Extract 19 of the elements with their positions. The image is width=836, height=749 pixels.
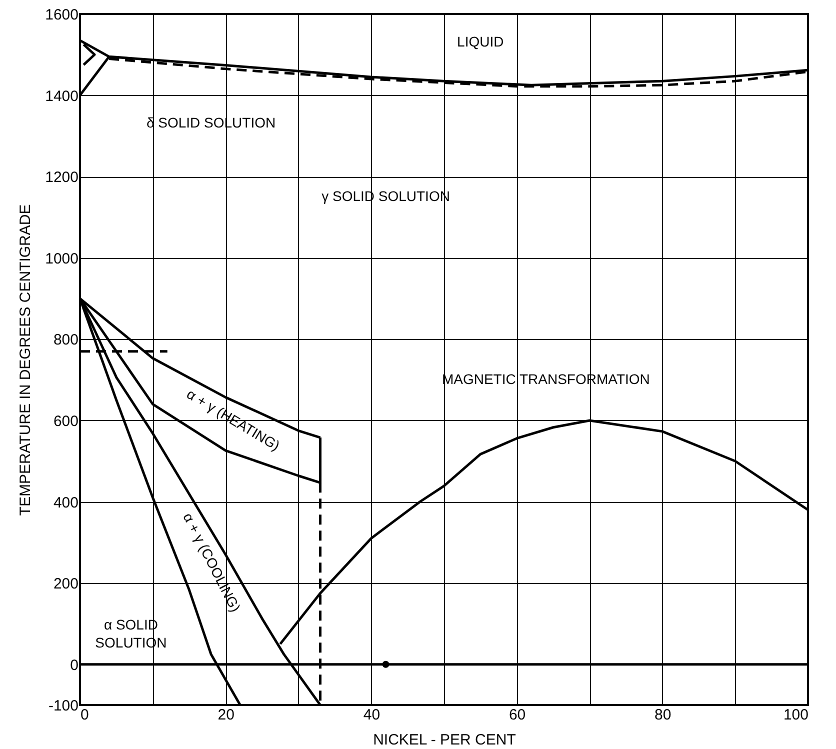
x-tick-label: 40	[363, 706, 380, 724]
x-tick-label: 60	[508, 706, 526, 724]
x-tick-label: 80	[654, 706, 672, 724]
y-tick-label: 200	[53, 576, 78, 593]
y-tick-label: 400	[53, 494, 78, 512]
y-axis-title: TEMPERATURE IN DEGREES CENTIGRADE	[17, 204, 34, 516]
annotation: LIQUID	[457, 33, 504, 50]
y-tick-label: 800	[53, 332, 78, 349]
y-tick-label: 1600	[45, 6, 78, 24]
x-tick-label: 20	[218, 706, 234, 724]
y-tick-label: -100	[48, 698, 78, 714]
x-tick-label: 0	[80, 706, 89, 724]
x-tick-label: 100	[783, 706, 808, 724]
y-tick-label: 1000	[45, 250, 78, 268]
y-tick-label: 600	[53, 412, 78, 430]
y-tick-label: 1200	[45, 169, 78, 186]
y-tick-label: 0	[70, 656, 78, 674]
y-tick-label: 1400	[45, 88, 78, 105]
x-axis-title: NICKEL - PER CENT	[373, 732, 516, 748]
